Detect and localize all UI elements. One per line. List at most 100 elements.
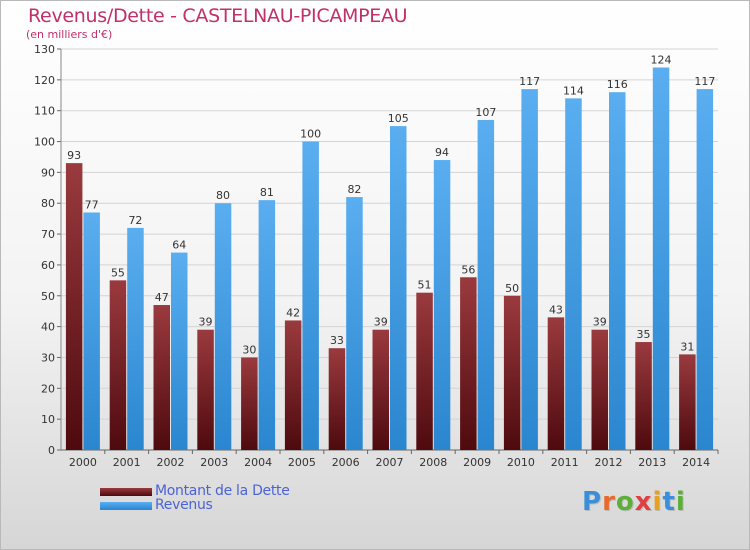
data-label-revenus: 117 xyxy=(519,75,540,88)
bar-revenus xyxy=(433,160,451,451)
logo-letter: i xyxy=(652,487,663,517)
data-label-debt: 35 xyxy=(637,328,651,341)
bar-debt xyxy=(503,295,521,450)
bar-revenus xyxy=(521,89,538,450)
data-label-debt: 50 xyxy=(505,282,519,295)
bar-revenus xyxy=(171,252,188,450)
x-tick-label: 2014 xyxy=(682,456,710,469)
data-label-debt: 33 xyxy=(330,334,344,347)
x-tick-label: 2004 xyxy=(244,456,272,469)
y-tick-label: 120 xyxy=(34,74,55,87)
axes: 0 10 20 30 40 50 60 70 80 90 100 110 120 130 2000 2001 2… xyxy=(34,43,719,469)
bar-revenus xyxy=(83,212,100,450)
bar-revenus xyxy=(302,141,319,451)
legend-swatch-debt xyxy=(100,488,152,496)
legend-label-debt: Montant de la Dette xyxy=(155,483,290,499)
x-tick-label: 2002 xyxy=(157,456,185,469)
bar-debt xyxy=(635,342,652,450)
data-label-debt: 55 xyxy=(111,266,125,279)
bar-debt xyxy=(65,163,83,450)
bar-revenus xyxy=(346,197,363,450)
data-label-revenus: 124 xyxy=(651,54,672,67)
data-label-revenus: 100 xyxy=(300,128,321,141)
legend-swatch-revenus xyxy=(100,502,152,510)
data-label-revenus: 81 xyxy=(260,186,274,199)
x-tick-label: 2010 xyxy=(507,456,535,469)
bar-debt xyxy=(109,280,127,450)
data-label-revenus: 94 xyxy=(435,146,449,159)
data-label-revenus: 72 xyxy=(128,214,142,227)
y-tick-label: 0 xyxy=(48,444,55,457)
x-tick-label: 2011 xyxy=(551,456,579,469)
bar-revenus xyxy=(214,203,232,450)
x-tick-label: 2001 xyxy=(113,456,141,469)
bar-debt xyxy=(284,320,302,450)
bar-debt xyxy=(460,277,477,450)
data-label-debt: 42 xyxy=(286,306,300,319)
data-label-debt: 39 xyxy=(199,316,213,329)
logo-letter: r xyxy=(602,487,616,517)
x-tick-label: 2009 xyxy=(463,456,491,469)
y-tick-label: 50 xyxy=(41,290,55,303)
data-label-revenus: 80 xyxy=(216,189,230,202)
data-label-debt: 56 xyxy=(461,263,475,276)
y-tick-label: 10 xyxy=(41,413,55,426)
data-label-revenus: 117 xyxy=(694,75,715,88)
data-label-revenus: 105 xyxy=(388,112,409,125)
data-label-revenus: 114 xyxy=(563,84,584,97)
data-label-debt: 93 xyxy=(67,149,81,162)
bar-revenus xyxy=(477,119,495,450)
data-label-debt: 31 xyxy=(680,340,694,353)
x-tick-label: 2006 xyxy=(332,456,360,469)
data-label-revenus: 82 xyxy=(347,183,361,196)
x-tick-label: 2000 xyxy=(69,456,97,469)
y-tick-label: 70 xyxy=(41,228,55,241)
bar-revenus xyxy=(565,98,582,450)
y-tick-label: 130 xyxy=(34,43,55,56)
logo-letter: o xyxy=(615,487,635,517)
bar-debt xyxy=(153,305,170,450)
bar-revenus xyxy=(652,67,670,450)
data-label-debt: 47 xyxy=(155,291,169,304)
x-tick-label: 2005 xyxy=(288,456,316,469)
logo-letter: i xyxy=(675,487,686,517)
y-tick-label: 30 xyxy=(41,351,55,364)
bar-debt xyxy=(328,348,346,450)
legend-label-revenus: Revenus xyxy=(155,497,213,513)
gridlines xyxy=(61,48,718,451)
data-label-revenus: 107 xyxy=(475,106,496,119)
data-label-debt: 39 xyxy=(374,316,388,329)
bar-debt xyxy=(416,292,433,450)
data-label-debt: 30 xyxy=(242,343,256,356)
bar-revenus xyxy=(258,200,276,450)
y-tick-label: 20 xyxy=(41,382,55,395)
y-tick-label: 110 xyxy=(34,105,55,118)
y-tick-label: 80 xyxy=(41,197,55,210)
bar-revenus xyxy=(696,89,714,450)
x-tick-label: 2007 xyxy=(376,456,404,469)
bars xyxy=(65,67,714,451)
data-label-debt: 39 xyxy=(593,316,607,329)
bar-debt xyxy=(241,357,258,450)
logo-letter: P xyxy=(582,487,603,517)
data-label-debt: 43 xyxy=(549,303,563,316)
x-tick-label: 2008 xyxy=(419,456,447,469)
logo-letter: t xyxy=(662,487,676,517)
bar-debt xyxy=(591,329,608,450)
data-label-debt: 51 xyxy=(418,279,432,292)
bar-debt xyxy=(679,354,696,450)
data-label-revenus: 77 xyxy=(85,198,99,211)
data-labels: 93 77 55 72 47 64 39 80 30 81 42 100 33 82 39 105 51 94 56… xyxy=(67,54,715,357)
logo-letter: x xyxy=(634,487,653,517)
bar-debt xyxy=(372,329,389,450)
proxiti-logo: Proxiti xyxy=(582,487,686,517)
chart-title: Revenus/Dette - CASTELNAU-PICAMPEAU xyxy=(28,5,408,27)
y-tick-label: 90 xyxy=(41,166,55,179)
bar-debt xyxy=(547,317,565,450)
bar-revenus xyxy=(127,227,144,450)
bar-revenus xyxy=(390,126,407,450)
bar-debt xyxy=(197,329,214,450)
y-tick-label: 40 xyxy=(41,321,55,334)
y-tick-label: 60 xyxy=(41,259,55,272)
